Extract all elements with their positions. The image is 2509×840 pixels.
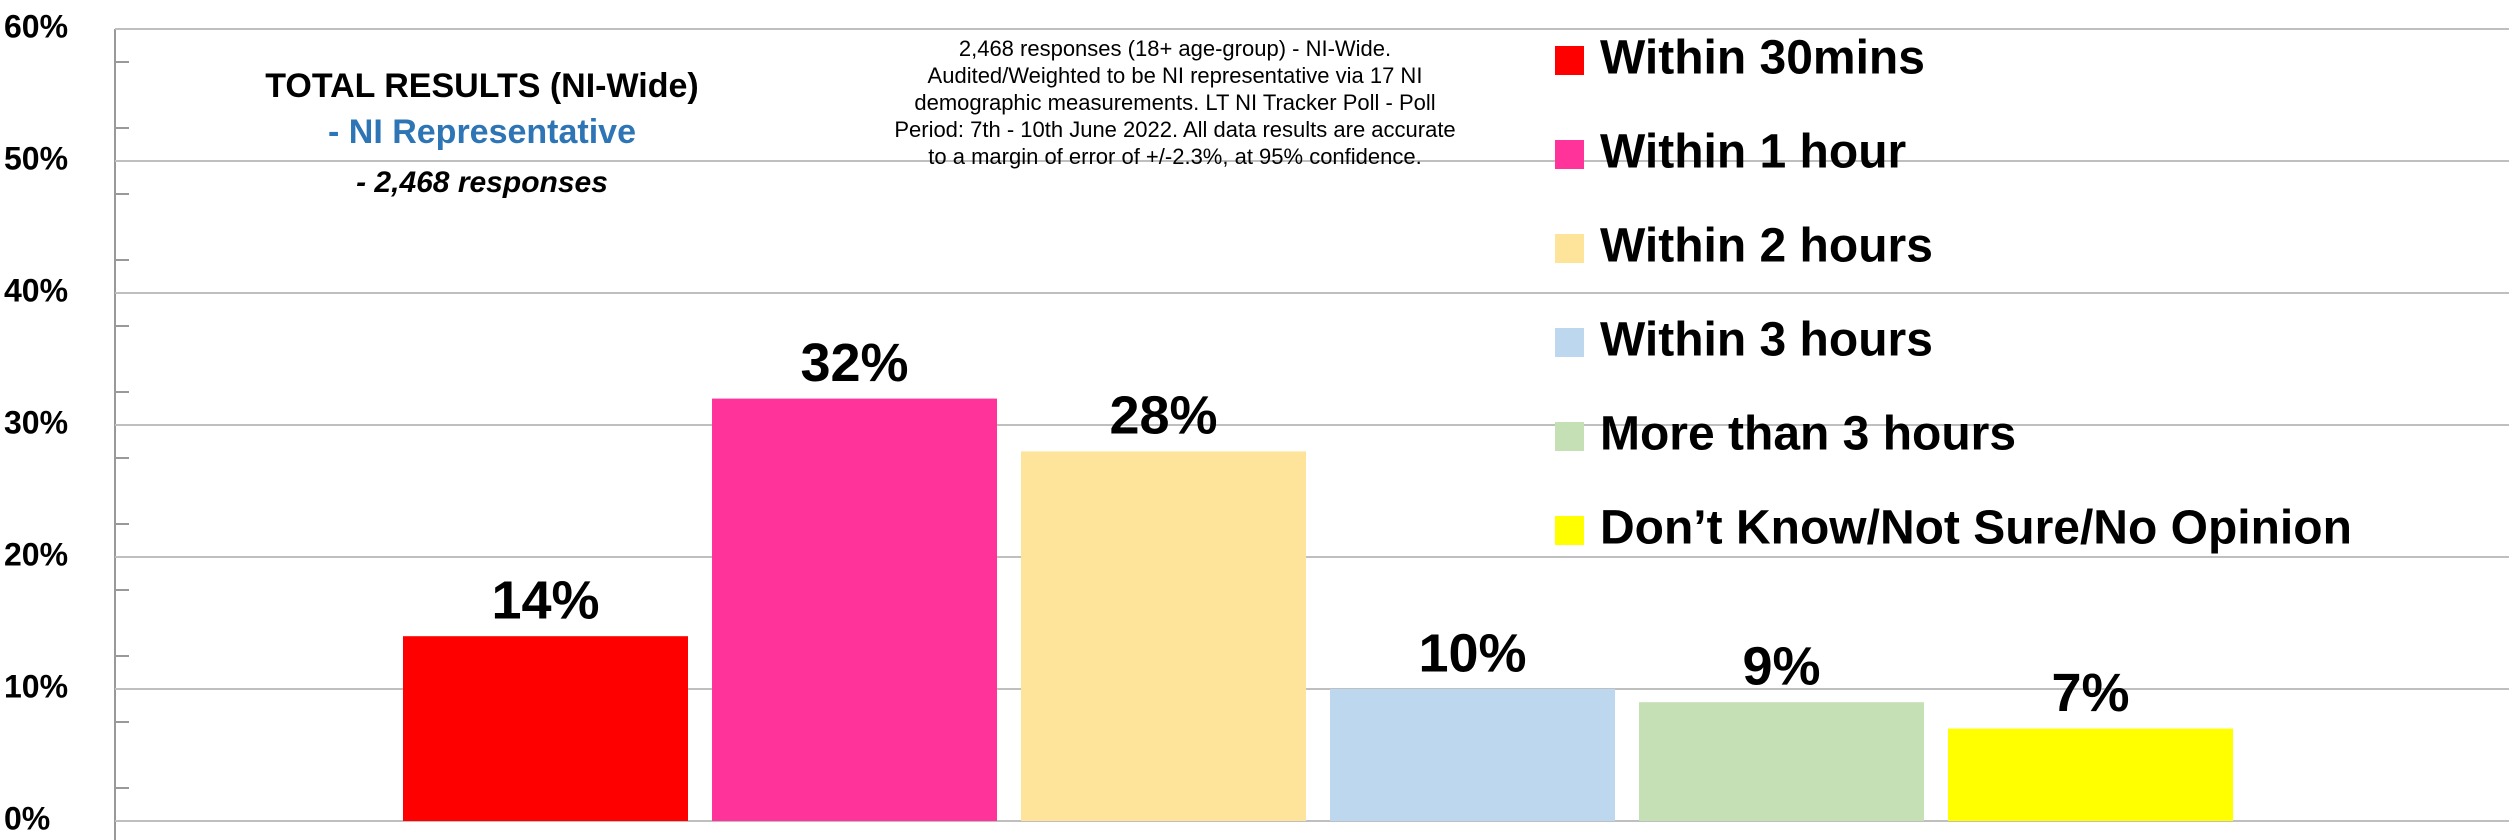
bar bbox=[712, 398, 997, 821]
legend-label: Within 1 hour bbox=[1600, 126, 1906, 179]
value-label: 28% bbox=[1109, 386, 1217, 446]
chart-subtitle: - NI Representative bbox=[328, 113, 636, 151]
annotation: demographic measurements. LT NI Tracker … bbox=[914, 90, 1435, 115]
legend-swatch bbox=[1555, 516, 1584, 545]
value-label: 9% bbox=[1742, 636, 1820, 696]
legend-label: More than 3 hours bbox=[1600, 408, 2016, 461]
y-tick-label: 40% bbox=[4, 272, 68, 308]
chart-subtitle: - 2,468 responses bbox=[356, 166, 608, 199]
legend-label: Within 2 hours bbox=[1600, 220, 1933, 273]
value-label: 32% bbox=[800, 333, 908, 393]
legend-swatch bbox=[1555, 46, 1584, 75]
bar bbox=[1021, 451, 1306, 821]
legend-swatch bbox=[1555, 234, 1584, 263]
y-tick-label: 60% bbox=[4, 8, 68, 44]
annotation: Audited/Weighted to be NI representative… bbox=[928, 63, 1423, 88]
annotation: Period: 7th - 10th June 2022. All data r… bbox=[894, 117, 1455, 142]
bar bbox=[403, 636, 688, 821]
y-tick-label: 0% bbox=[4, 800, 50, 836]
legend-label: Within 30mins bbox=[1600, 32, 1925, 85]
bar bbox=[1330, 689, 1615, 821]
bar bbox=[1639, 702, 1924, 821]
y-tick-label: 10% bbox=[4, 668, 68, 704]
y-tick-label: 20% bbox=[4, 536, 68, 572]
y-tick-label: 30% bbox=[4, 404, 68, 440]
legend-label: Don’t Know/Not Sure/No Opinion bbox=[1600, 502, 2352, 555]
value-label: 7% bbox=[2051, 663, 2129, 723]
annotation: to a margin of error of +/-2.3%, at 95% … bbox=[928, 144, 1421, 169]
annotation: 2,468 responses (18+ age-group) - NI-Wid… bbox=[959, 36, 1391, 61]
value-label: 14% bbox=[491, 570, 599, 630]
bar bbox=[1948, 728, 2233, 821]
chart-title: TOTAL RESULTS (NI-Wide) bbox=[265, 67, 698, 105]
legend-swatch bbox=[1555, 422, 1584, 451]
legend-label: Within 3 hours bbox=[1600, 314, 1933, 367]
y-tick-label: 50% bbox=[4, 140, 68, 176]
value-label: 10% bbox=[1418, 623, 1526, 683]
legend-swatch bbox=[1555, 140, 1584, 169]
legend-swatch bbox=[1555, 328, 1584, 357]
